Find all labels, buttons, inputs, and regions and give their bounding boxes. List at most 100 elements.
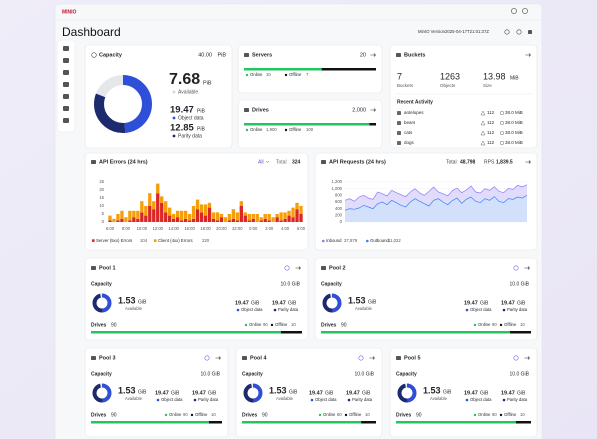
label: Online (250, 127, 263, 132)
label: PiB (203, 80, 212, 86)
bar (175, 217, 180, 222)
info-icon[interactable] (204, 355, 210, 361)
x-tick-label: 2:00 (265, 226, 274, 231)
label: 1.53 (423, 385, 441, 395)
label: GiB (288, 300, 297, 306)
config-icon[interactable] (528, 30, 532, 34)
arrow-icon[interactable] (524, 266, 530, 270)
object-icon (480, 140, 486, 146)
label: 12.85 (170, 123, 194, 134)
donut-segment (397, 383, 417, 403)
card (314, 257, 538, 341)
nav-icon[interactable] (63, 118, 69, 123)
arrow-icon[interactable] (370, 53, 376, 57)
label: Total (446, 159, 457, 165)
arrow-icon[interactable] (525, 160, 531, 164)
bar (108, 220, 112, 222)
label: 48,798 (460, 159, 476, 165)
arrow-icon[interactable] (525, 53, 531, 57)
bar (136, 218, 140, 222)
bar (195, 199, 200, 210)
nav-icon[interactable] (63, 46, 69, 51)
bar (160, 196, 164, 203)
label: 10 (520, 322, 525, 327)
y-tick-label: 600 (335, 199, 343, 204)
legend-dot (172, 134, 176, 138)
donut-segment (322, 293, 342, 313)
bar (132, 217, 136, 222)
nav-icon[interactable] (63, 94, 69, 99)
label: antelopes (404, 110, 424, 115)
label: PiB (217, 52, 226, 58)
help-icon[interactable] (511, 8, 517, 14)
label: Parity data (198, 397, 219, 402)
bar (168, 215, 172, 222)
arrow-icon[interactable] (524, 356, 530, 360)
nav-icon[interactable] (63, 70, 69, 75)
bar (223, 217, 228, 222)
label: Buckets (397, 83, 414, 88)
label: 13.98 (483, 71, 506, 81)
y-tick-label: 800 (335, 192, 343, 197)
label: 90 (341, 322, 347, 328)
bar (275, 217, 279, 222)
status-offline (361, 421, 376, 424)
object-icon (480, 130, 486, 136)
bar (207, 207, 212, 222)
legend-dot (190, 413, 194, 417)
icon (91, 356, 96, 360)
info-icon[interactable] (513, 355, 519, 361)
bar (211, 212, 216, 219)
bar (203, 215, 208, 222)
arrow-icon[interactable] (295, 266, 301, 270)
label: 1,839.5 (496, 159, 513, 165)
label: 90 (111, 412, 117, 418)
legend-dot (193, 398, 197, 402)
arrow-icon[interactable] (369, 356, 375, 360)
legend-dot (322, 239, 325, 243)
label: 1.53 (118, 295, 136, 305)
label: 324 (292, 159, 301, 165)
bar (291, 217, 295, 222)
label: Capacity (242, 371, 263, 377)
label: Online (249, 322, 262, 327)
nav-icon[interactable] (63, 106, 69, 111)
nav-icon[interactable] (63, 58, 69, 63)
bar (215, 212, 220, 221)
legend-dot (172, 116, 176, 120)
dropdown-chevron[interactable] (265, 160, 270, 163)
bar (171, 214, 176, 219)
refresh-icon[interactable] (504, 29, 510, 35)
label: Object data (178, 115, 204, 121)
bar (140, 212, 144, 222)
icon (396, 356, 401, 360)
bar (183, 218, 188, 222)
info-icon[interactable] (358, 355, 364, 361)
info-icon[interactable] (513, 265, 519, 271)
bar (183, 210, 188, 219)
label: 19.47 (309, 390, 323, 396)
bar (179, 210, 184, 221)
arrow-icon[interactable] (370, 108, 376, 112)
bar (263, 214, 267, 219)
info-icon[interactable] (284, 265, 290, 271)
bar (152, 209, 156, 222)
arrow-icon[interactable] (215, 356, 221, 360)
status-offline (280, 331, 302, 334)
label: Offline (289, 127, 302, 132)
label: Drives (91, 322, 107, 328)
bar (251, 218, 255, 222)
label: Offline (289, 72, 302, 77)
legend-dot (499, 413, 503, 417)
label: Online (323, 412, 336, 417)
user-icon[interactable] (522, 8, 528, 14)
settings-icon[interactable] (516, 29, 522, 35)
label: Online (169, 412, 182, 417)
y-tick-label: 15 (99, 195, 104, 200)
legend-dot (156, 398, 160, 402)
label: GiB (368, 299, 377, 305)
label: 90 (492, 322, 497, 327)
label: bears (404, 120, 416, 125)
x-tick-label: 8:00 (122, 226, 131, 231)
nav-icon[interactable] (63, 82, 69, 87)
